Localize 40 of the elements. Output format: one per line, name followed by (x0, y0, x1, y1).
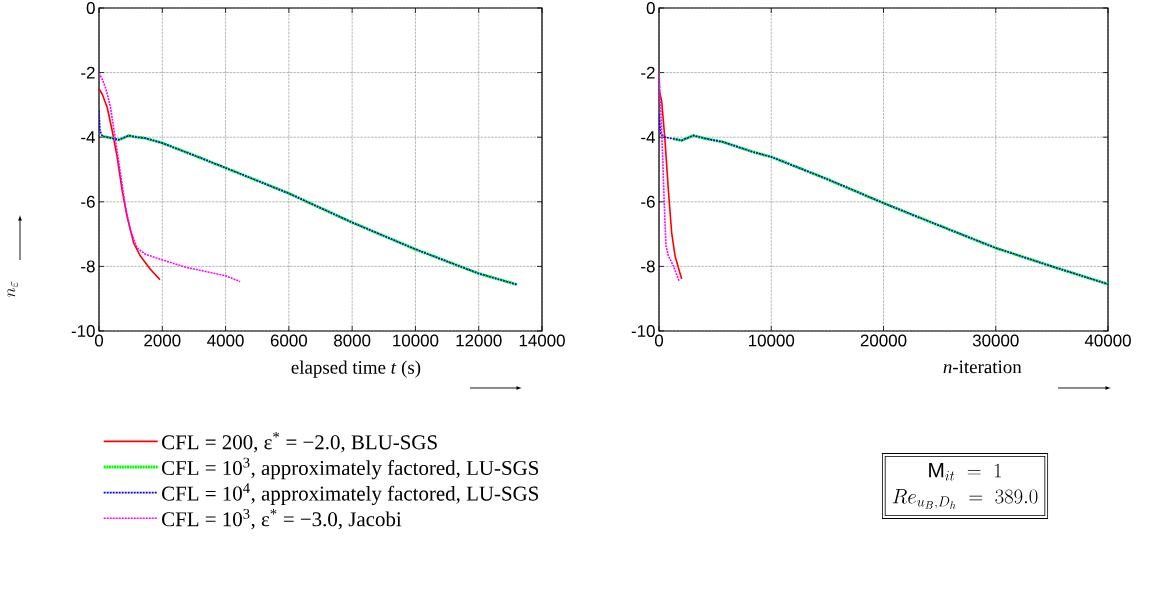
x-tick-label: 8000 (334, 334, 371, 347)
line-series (99, 87, 161, 281)
y-tick-label: -4 (641, 131, 655, 144)
y-tick-label: -10 (71, 325, 95, 337)
y-tick-label: -2 (641, 66, 655, 79)
x-tick-label: 14000 (519, 334, 565, 347)
line-series (659, 113, 1109, 285)
line-series (659, 88, 683, 280)
legend-label: CFL = 200, ε$^{*}$ = −2.0, BLU-SGS (162, 432, 437, 453)
x-tick-label: 10000 (749, 334, 795, 347)
line-series (99, 72, 241, 283)
x-tick-label: 6000 (270, 334, 308, 347)
x-tick-label: 12000 (456, 334, 502, 347)
legend-label: CFL = 10$^{3}$, approximately factored, LU-SGS (162, 457, 539, 480)
legend-label: CFL = 10$^{4}$, approximately factored, LU-SGS (162, 483, 539, 505)
text: $Re_{u_B,D_h} \;=\; 389.0$ (892, 489, 1038, 510)
y-axis-title: $n_{\varepsilon}$ (7, 281, 18, 298)
x-axis-title: elapsed time t (s) (291, 360, 421, 378)
y-tick-label: -2 (81, 66, 95, 79)
y-tick-label: -6 (81, 195, 95, 208)
line-series (671, 134, 1109, 286)
y-tick-label: -8 (641, 260, 655, 273)
y-tick-label: 0 (86, 2, 95, 14)
x-tick-label: 40000 (1084, 334, 1131, 347)
y-tick-label: -6 (641, 195, 655, 208)
x-tick-label: 30000 (972, 334, 1019, 347)
y-tick-label: -10 (631, 325, 655, 337)
y-tick-label: -4 (81, 131, 95, 144)
x-tick-label: 10000 (393, 334, 439, 347)
x-axis-title: n-iteration (943, 360, 1022, 374)
y-tick-label: 0 (646, 1, 655, 14)
legend-label: CFL = 10$^{3}$, ε$^{*}$ = −3.0, Jacobi (162, 508, 402, 530)
line-series (659, 70, 681, 283)
x-tick-label: 0 (654, 334, 664, 347)
text: $\mathrm{M}_{it} \;=\; 1$ (929, 462, 1001, 481)
x-tick-label: 2000 (144, 334, 181, 347)
y-tick-label: -8 (81, 260, 95, 273)
x-tick-label: 4000 (207, 334, 244, 347)
x-tick-label: 0 (94, 334, 104, 347)
x-tick-label: 20000 (860, 334, 907, 347)
